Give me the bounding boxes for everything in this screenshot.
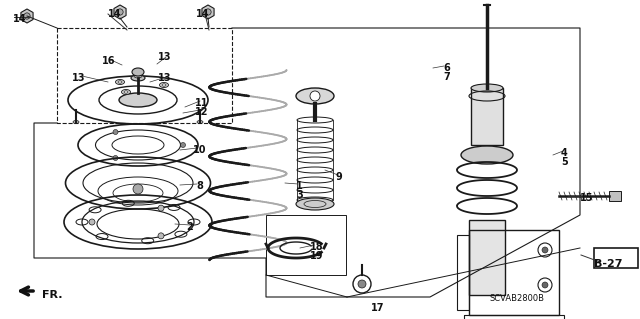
Bar — [469, 230, 559, 315]
Circle shape — [117, 9, 123, 15]
Text: 6: 6 — [443, 63, 450, 73]
Circle shape — [158, 233, 164, 239]
Text: 16: 16 — [102, 56, 115, 66]
Bar — [594, 248, 638, 268]
Text: 8: 8 — [196, 181, 203, 191]
Bar — [609, 191, 621, 201]
Circle shape — [158, 205, 164, 211]
Ellipse shape — [159, 83, 168, 87]
Ellipse shape — [296, 88, 334, 104]
Circle shape — [205, 9, 211, 15]
Text: 2: 2 — [186, 222, 193, 232]
Bar — [57, 28, 232, 123]
Polygon shape — [114, 5, 126, 19]
Text: 12: 12 — [195, 107, 209, 117]
Text: B-27: B-27 — [594, 259, 623, 269]
Text: 13: 13 — [158, 52, 172, 62]
Circle shape — [89, 219, 95, 225]
Ellipse shape — [461, 146, 513, 164]
Text: 4: 4 — [561, 148, 568, 158]
Text: 7: 7 — [443, 72, 450, 82]
Ellipse shape — [115, 79, 125, 85]
Ellipse shape — [296, 198, 334, 210]
Text: 1: 1 — [296, 181, 303, 191]
Ellipse shape — [132, 68, 144, 76]
Ellipse shape — [122, 90, 131, 94]
Text: FR.: FR. — [42, 290, 63, 300]
Circle shape — [180, 143, 186, 147]
Polygon shape — [202, 5, 214, 19]
Ellipse shape — [131, 75, 145, 81]
Circle shape — [113, 130, 118, 135]
Ellipse shape — [471, 84, 503, 92]
Text: 9: 9 — [336, 172, 343, 182]
Circle shape — [24, 13, 30, 19]
Text: 13: 13 — [158, 73, 172, 83]
Bar — [457, 235, 469, 310]
Text: 5: 5 — [561, 157, 568, 167]
Text: 15: 15 — [580, 193, 593, 203]
Circle shape — [310, 91, 320, 101]
Bar — [464, 315, 564, 319]
Text: 11: 11 — [195, 98, 209, 108]
Text: 14: 14 — [108, 9, 122, 19]
Ellipse shape — [119, 93, 157, 107]
Text: 13: 13 — [72, 73, 86, 83]
Bar — [469, 220, 505, 295]
Text: 14: 14 — [196, 9, 209, 19]
Text: 14: 14 — [13, 14, 26, 24]
Text: SCVAB2800B: SCVAB2800B — [490, 294, 545, 303]
Circle shape — [542, 247, 548, 253]
Circle shape — [113, 155, 118, 160]
Circle shape — [358, 280, 366, 288]
Text: 3: 3 — [296, 190, 303, 200]
Text: 10: 10 — [193, 145, 207, 155]
Ellipse shape — [197, 121, 203, 123]
Text: 19: 19 — [310, 251, 323, 261]
Bar — [471, 88, 503, 145]
Text: 18: 18 — [310, 242, 324, 252]
Circle shape — [542, 282, 548, 288]
Circle shape — [133, 184, 143, 194]
Text: 17: 17 — [371, 303, 385, 313]
Polygon shape — [21, 9, 33, 23]
Bar — [266, 215, 346, 275]
Ellipse shape — [73, 121, 79, 123]
